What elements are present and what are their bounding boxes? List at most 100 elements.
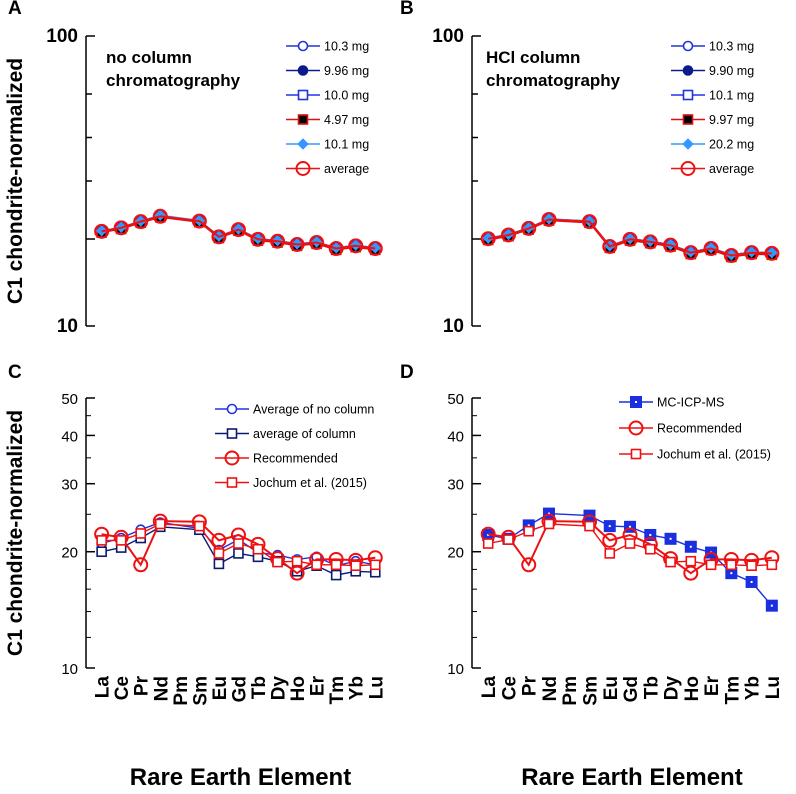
series-5 xyxy=(94,208,383,257)
x-tick-label: Eu xyxy=(601,676,622,700)
data-point xyxy=(330,569,342,581)
y-tick-label: 30 xyxy=(447,477,464,494)
data-point xyxy=(191,213,207,229)
x-tick-label: Tm xyxy=(722,676,743,705)
legend-label: Recommended xyxy=(657,422,742,436)
legend-label: 9.90 mg xyxy=(709,64,754,78)
x-tick-label: Ho xyxy=(682,676,703,701)
data-point xyxy=(744,245,760,261)
data-point-center xyxy=(730,572,733,575)
data-point xyxy=(115,535,127,546)
legend-item: Recommended xyxy=(215,450,338,466)
y-tick-label: 10 xyxy=(61,661,78,678)
data-point xyxy=(211,532,227,548)
data-point xyxy=(630,448,642,460)
data-point xyxy=(135,528,147,539)
series-3 xyxy=(96,518,381,572)
series-2 xyxy=(482,518,778,572)
legend-item: average of column xyxy=(215,427,356,441)
x-tick-label: Pr xyxy=(520,675,541,696)
series-4 xyxy=(482,213,778,261)
data-point xyxy=(663,237,679,253)
x-tick-label: Yb xyxy=(347,676,368,700)
legend-item: Jochum et al. (2015) xyxy=(619,448,771,462)
y-tick-label: 20 xyxy=(61,545,78,562)
series-line xyxy=(488,218,772,257)
y-tick-label: 50 xyxy=(61,391,78,408)
x-tick-label: Pr xyxy=(132,675,153,696)
x-tick-label: Yb xyxy=(743,676,764,700)
data-point xyxy=(154,518,166,530)
legend-item: 10.1 mg xyxy=(286,138,369,152)
panel-label: C xyxy=(8,362,22,383)
data-point xyxy=(602,238,618,254)
data-point xyxy=(230,222,246,238)
data-point-center xyxy=(527,524,530,527)
data-point xyxy=(703,241,719,257)
x-tick-label: Gd xyxy=(621,676,642,702)
x-tick-label: Lu xyxy=(366,676,387,699)
legend-label: MC-ICP-MS xyxy=(657,396,724,410)
data-point xyxy=(604,548,616,559)
data-point xyxy=(500,227,516,243)
x-tick-label: Dy xyxy=(269,676,290,701)
data-point xyxy=(226,477,238,488)
data-point xyxy=(233,538,244,549)
legend-label: 9.96 mg xyxy=(324,64,369,78)
legend-label: 10.1 mg xyxy=(709,89,754,103)
legend-label: 10.0 mg xyxy=(324,89,369,103)
data-point xyxy=(213,548,225,559)
legend-label: 10.3 mg xyxy=(324,40,369,54)
panel-label: D xyxy=(400,362,414,383)
y-tick-label: 40 xyxy=(447,428,464,445)
data-point xyxy=(482,538,494,549)
data-point xyxy=(521,557,537,573)
legend: 10.3 mg 9.90 mg 10.1 mg 9.97 mg 20.2 mg avera… xyxy=(671,40,754,176)
panel-a: A 100 10 C1 chondrite-normalized no column ch… xyxy=(4,0,383,337)
data-point xyxy=(685,555,697,567)
data-point xyxy=(543,518,555,530)
legend-item: 9.90 mg xyxy=(671,64,754,78)
legend-item: average xyxy=(286,161,369,176)
data-point xyxy=(367,241,383,257)
legend-item: Jochum et al. (2015) xyxy=(215,476,367,490)
data-point xyxy=(628,420,644,436)
legend-item: 10.1 mg xyxy=(671,89,754,103)
y-tick-label: 30 xyxy=(61,477,78,494)
data-point xyxy=(297,89,309,101)
data-point xyxy=(683,565,699,581)
data-point xyxy=(152,208,168,224)
data-point xyxy=(766,559,778,571)
data-point xyxy=(624,538,636,549)
data-point xyxy=(480,231,496,247)
legend-item: 4.97 mg xyxy=(286,113,369,127)
x-tick-label: Sm xyxy=(190,676,211,706)
x-axis-title: Rare Earth Element xyxy=(521,764,742,791)
panel-b: B 100 10 HCl column chromatography 10.3 mg 9.9… xyxy=(400,0,780,337)
data-point-center xyxy=(547,512,550,515)
legend-label: average xyxy=(709,162,754,176)
data-point xyxy=(311,559,322,571)
y-tick-label: 10 xyxy=(57,316,78,337)
series-5 xyxy=(480,211,780,264)
annotation-text: no column xyxy=(106,48,192,67)
legend-item: 9.96 mg xyxy=(286,64,369,78)
y-tick-label: 10 xyxy=(443,316,464,337)
y-tick-label: 10 xyxy=(447,661,464,678)
data-point xyxy=(682,40,694,52)
data-point xyxy=(582,214,598,230)
data-point xyxy=(766,246,778,259)
data-point xyxy=(682,114,694,125)
legend-label: Jochum et al. (2015) xyxy=(657,448,771,462)
legend-label: average xyxy=(324,162,369,176)
data-point xyxy=(289,565,305,581)
data-point-center xyxy=(689,545,692,548)
data-point-center xyxy=(608,525,611,528)
data-point xyxy=(541,211,557,227)
data-point xyxy=(297,114,309,125)
x-tick-label: Er xyxy=(308,675,329,696)
legend-item: 9.97 mg xyxy=(671,113,754,127)
data-point xyxy=(213,558,225,570)
legend-label: Recommended xyxy=(253,452,338,466)
y-tick-label: 100 xyxy=(46,26,78,47)
